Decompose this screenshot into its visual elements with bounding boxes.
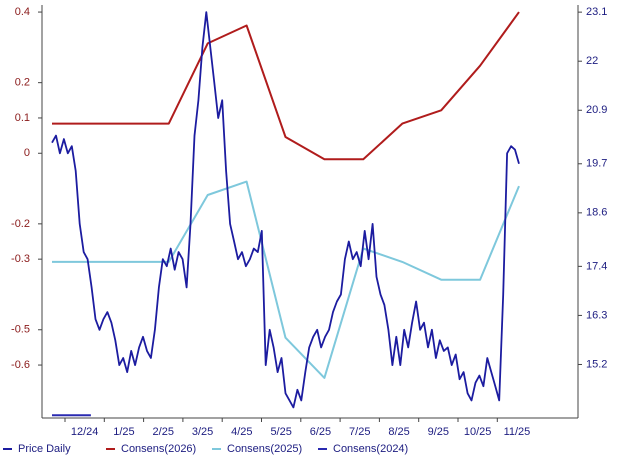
y-tick-label: 0 (24, 147, 30, 159)
x-tick-label: 11/25 (504, 426, 531, 438)
y2-tick-label: 17.4 (586, 260, 607, 272)
legend-label: Consens(2025) (227, 443, 302, 455)
y-tick-label: 0.1 (15, 112, 30, 124)
y-tick-label: -0.5 (11, 324, 30, 336)
y2-tick-label: 16.3 (586, 309, 607, 321)
x-tick-label: 1/25 (113, 426, 134, 438)
x-tick-label: 4/25 (231, 426, 252, 438)
x-tick-label: 8/25 (388, 426, 409, 438)
y-tick-label: 0.4 (15, 6, 30, 18)
y2-tick-label: 20.9 (586, 104, 607, 116)
x-tick-label: 5/25 (270, 426, 291, 438)
y2-tick-label: 18.6 (586, 207, 607, 219)
x-tick-label: 3/25 (192, 426, 213, 438)
series-line (52, 11, 520, 161)
y2-tick-label: 22 (586, 55, 598, 67)
x-tick-label: 7/25 (349, 426, 370, 438)
x-tick-label: 10/25 (464, 426, 492, 438)
series-line (52, 180, 520, 379)
y-tick-label: -0.3 (11, 253, 30, 265)
y2-tick-label: 23.1 (586, 6, 607, 18)
y-tick-label: -0.6 (11, 359, 30, 371)
y-tick-label: 0.2 (15, 77, 30, 89)
y2-tick-label: 19.7 (586, 158, 607, 170)
x-tick-label: 9/25 (428, 426, 449, 438)
legend-label: Consens(2026) (121, 443, 196, 455)
legend-label: Price Daily (18, 443, 71, 455)
series-line (51, 11, 520, 409)
x-tick-label: 6/25 (310, 426, 331, 438)
y2-tick-label: 15.2 (586, 358, 607, 370)
legend-label: Consens(2024) (333, 443, 408, 455)
x-tick-label: 12/24 (71, 426, 99, 438)
x-tick-label: 2/25 (153, 426, 174, 438)
y-tick-label: -0.2 (11, 218, 30, 230)
